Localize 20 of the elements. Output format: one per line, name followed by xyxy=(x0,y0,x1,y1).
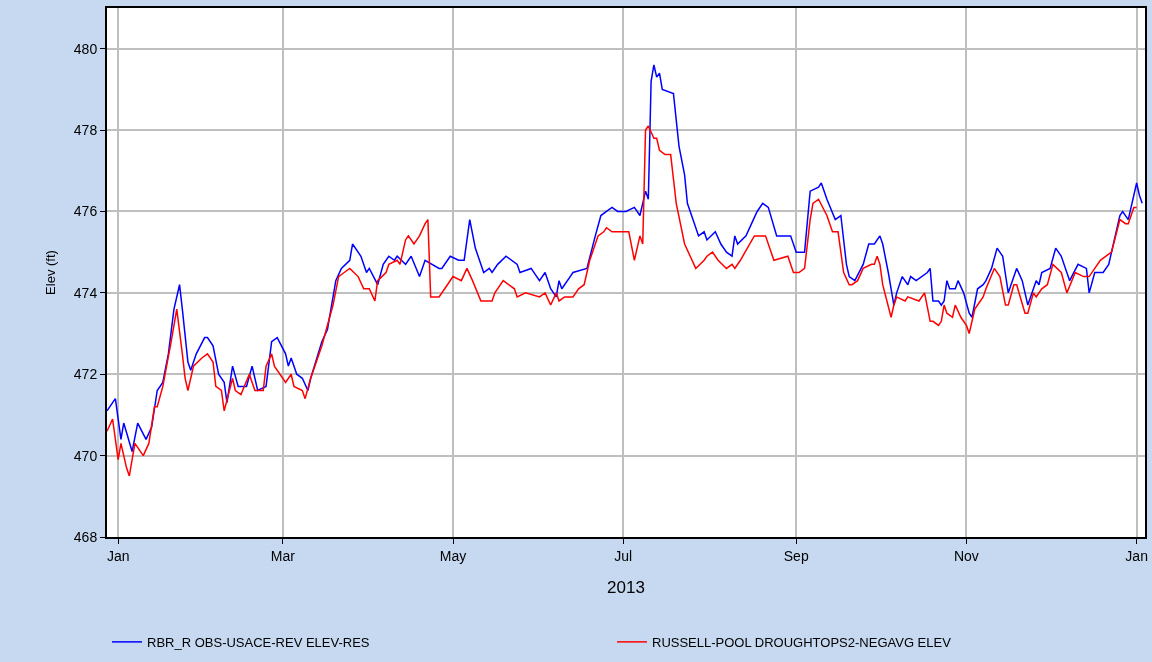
x-tick-label: Jan xyxy=(1125,547,1148,564)
y-tick-label: 480 xyxy=(73,40,98,57)
x-tick-label: May xyxy=(439,547,467,564)
legend-label: RBR_R OBS-USACE-REV ELEV-RES xyxy=(147,634,370,650)
x-tick-label: Nov xyxy=(953,547,979,564)
legend-label: RUSSELL-POOL DROUGHTOPS2-NEGAVG ELEV xyxy=(652,634,952,650)
x-tick-label: Sep xyxy=(783,547,809,564)
y-tick-label: 478 xyxy=(73,121,98,138)
line-series xyxy=(107,64,1143,453)
y-tick-label: 474 xyxy=(73,284,98,301)
x-axis-title: 2013 xyxy=(607,577,645,597)
y-axis-title: Elev (ft) xyxy=(43,250,59,295)
x-tick-label: Jan xyxy=(106,547,130,564)
y-tick-label: 468 xyxy=(73,528,98,545)
y-tick-label: 472 xyxy=(73,366,98,383)
line-series xyxy=(107,125,1138,477)
x-tick-label: Jul xyxy=(614,547,633,564)
x-tick-label: Mar xyxy=(270,547,296,564)
y-tick-label: 476 xyxy=(73,203,98,220)
y-tick-label: 470 xyxy=(73,447,98,464)
